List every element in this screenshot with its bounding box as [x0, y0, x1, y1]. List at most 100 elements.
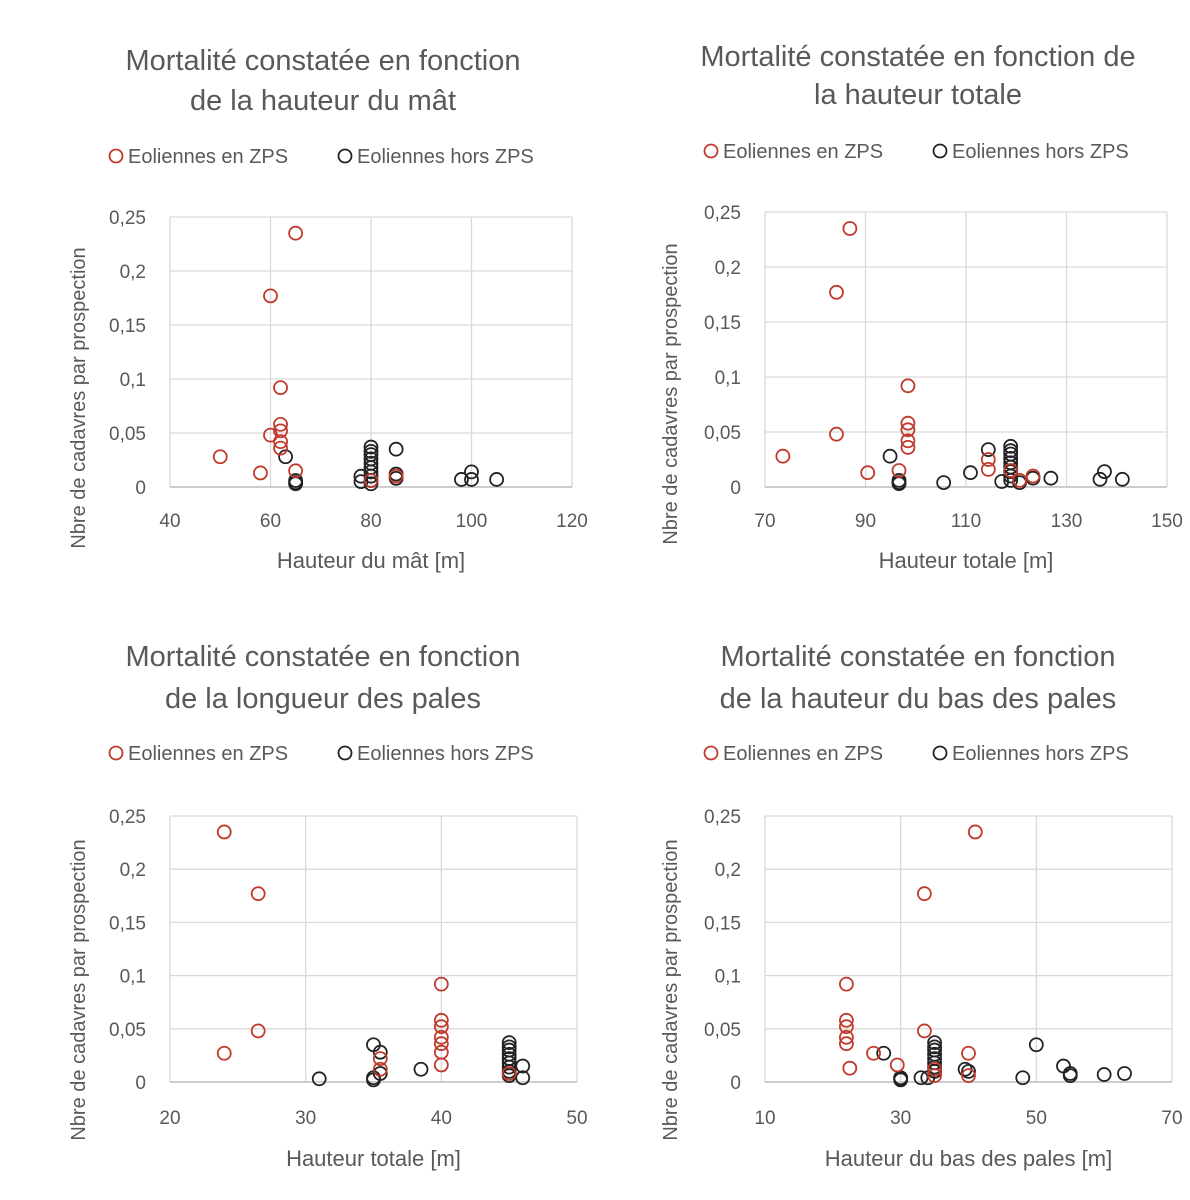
data-point	[961, 1063, 976, 1079]
data-point	[363, 468, 379, 484]
series-zps	[775, 221, 1041, 488]
data-point	[273, 416, 288, 432]
data-point	[372, 1051, 388, 1066]
data-point	[1114, 471, 1130, 487]
data-point	[433, 1057, 449, 1073]
legend-label: Eoliennes hors ZPS	[952, 141, 1129, 163]
data-point	[961, 1068, 976, 1084]
y-tick-label: 0,25	[109, 208, 146, 229]
data-point	[860, 465, 876, 481]
data-point	[980, 442, 996, 458]
y-tick-label: 0,05	[109, 1020, 146, 1041]
x-tick-label: 70	[1161, 1108, 1182, 1129]
x-tick-label: 120	[556, 511, 588, 532]
data-point	[893, 1072, 909, 1088]
data-point	[273, 434, 288, 450]
data-point	[900, 433, 916, 449]
x-tick-label: 10	[754, 1108, 775, 1129]
data-point	[250, 886, 266, 902]
x-tick-label: 50	[566, 1108, 587, 1129]
data-point	[775, 448, 791, 464]
y-tick-label: 0,1	[120, 967, 146, 988]
data-point	[838, 1036, 854, 1052]
data-point	[363, 464, 379, 480]
y-axis-label: Nbre de cadavres par prospection	[68, 839, 90, 1140]
data-point	[927, 1061, 942, 1077]
y-tick-label: 0,25	[704, 807, 741, 828]
chart-title-line: de la longueur des pales	[165, 683, 481, 715]
y-tick-label: 0,2	[120, 860, 146, 881]
data-point	[464, 472, 479, 487]
data-point	[1043, 470, 1059, 486]
data-point	[433, 1012, 449, 1028]
y-tick-label: 0,15	[109, 913, 146, 934]
scatter-chart: Mortalité constatée en fonction de la hau…	[68, 45, 588, 573]
x-tick-label: 150	[1151, 511, 1183, 532]
series-hors-zps	[876, 1035, 1132, 1088]
legend-marker	[337, 745, 353, 761]
legend-marker	[703, 143, 719, 159]
data-point	[273, 380, 288, 396]
legend-zps: Eoliennes en ZPS	[108, 146, 288, 168]
scatter-chart: Mortalité constatée en fonction de la hau…	[660, 641, 1183, 1171]
data-point	[216, 824, 232, 840]
y-tick-label: 0	[730, 478, 741, 499]
legend-label: Eoliennes en ZPS	[128, 146, 288, 168]
x-tick-label: 80	[360, 511, 381, 532]
data-point	[900, 415, 916, 431]
chart-title-line: Mortalité constatée en fonction	[126, 641, 521, 673]
data-point	[1028, 1037, 1044, 1053]
data-point	[1025, 468, 1041, 484]
legend-label: Eoliennes en ZPS	[128, 743, 288, 765]
data-point	[454, 472, 469, 487]
data-point	[372, 1061, 388, 1077]
x-tick-label: 60	[260, 511, 281, 532]
chart-title-line: de la hauteur du mât	[190, 85, 456, 117]
data-point	[963, 465, 978, 481]
data-point	[838, 1019, 854, 1035]
data-point	[515, 1070, 531, 1086]
data-point	[967, 824, 983, 840]
data-point	[900, 422, 916, 438]
scatter-chart: Mortalité constatée en fonction de la hau…	[660, 41, 1183, 573]
legend-label: Eoliennes en ZPS	[723, 141, 883, 163]
data-point	[433, 1019, 449, 1035]
data-point	[501, 1066, 517, 1081]
y-tick-label: 0,25	[704, 203, 741, 224]
y-axis-label: Nbre de cadavres par prospection	[68, 247, 90, 548]
chart-title-line: Mortalité constatée en fonction	[126, 45, 521, 77]
x-tick-label: 30	[890, 1108, 911, 1129]
data-point	[278, 449, 293, 465]
y-tick-label: 0,1	[120, 370, 146, 391]
y-tick-label: 0,25	[109, 807, 146, 828]
x-tick-label: 70	[754, 511, 775, 532]
data-point	[363, 473, 379, 488]
grid	[764, 815, 1173, 1083]
data-point	[413, 1061, 429, 1077]
data-point	[273, 423, 288, 439]
data-point	[388, 441, 404, 457]
data-point	[273, 440, 288, 456]
chart-panel-total-height: Mortalité constatée en fonction de la hau…	[595, 0, 1190, 600]
data-point	[212, 449, 228, 465]
data-point	[489, 472, 505, 487]
data-point	[1117, 1066, 1132, 1081]
y-axis-label: Nbre de cadavres par prospection	[660, 839, 682, 1140]
data-point	[927, 1035, 942, 1051]
chart-title-line: Mortalité constatée en fonction	[721, 641, 1116, 673]
scatter-chart: Mortalité constatée en fonction de la lon…	[68, 641, 588, 1171]
data-point	[927, 1068, 942, 1084]
y-tick-label: 0,05	[704, 1020, 741, 1041]
series-hors-zps	[311, 1035, 531, 1088]
chart-title-line: de la hauteur du bas des pales	[720, 683, 1117, 715]
data-point	[838, 976, 854, 992]
series-hors-zps	[882, 438, 1130, 492]
data-point	[216, 1045, 232, 1061]
series-zps	[216, 824, 517, 1081]
data-point	[900, 378, 916, 394]
legend-label: Eoliennes hors ZPS	[357, 743, 534, 765]
legend-marker	[932, 745, 948, 761]
y-tick-label: 0,1	[715, 967, 741, 988]
y-tick-label: 0	[135, 1073, 146, 1094]
